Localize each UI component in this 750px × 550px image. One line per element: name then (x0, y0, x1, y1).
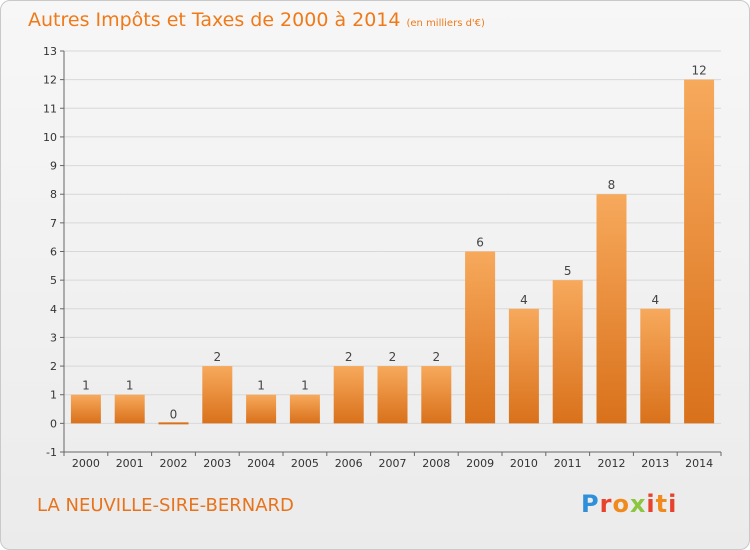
logo-letter: o (612, 490, 630, 518)
x-tick-label: 2002 (160, 457, 188, 470)
data-label: 4 (520, 293, 528, 307)
bar (202, 366, 233, 424)
data-label: 4 (651, 293, 659, 307)
chart-title-text: Autres Impôts et Taxes de 2000 à 2014 (28, 9, 401, 31)
proxiti-logo: Proxiti (581, 490, 677, 518)
bars (70, 79, 715, 425)
logo-letter: i (646, 490, 656, 518)
data-label: 1 (257, 379, 265, 393)
x-tick-label: 2000 (72, 457, 100, 470)
bar (333, 366, 364, 424)
x-tick-label: 2009 (466, 457, 494, 470)
x-tick-label: 2012 (598, 457, 626, 470)
logo-letter: i (668, 490, 678, 518)
logo-letter: r (599, 490, 613, 518)
x-tick-label: 2001 (116, 457, 144, 470)
x-tick-label: 2008 (422, 457, 450, 470)
y-tick-label: 7 (50, 217, 57, 230)
y-tick-label: -1 (46, 446, 57, 459)
x-tick-label: 2007 (379, 457, 407, 470)
x-tick-label: 2013 (641, 457, 669, 470)
bar (246, 394, 277, 424)
data-label: 2 (345, 350, 353, 364)
y-tick-label: 10 (43, 131, 57, 144)
bar (508, 308, 539, 424)
data-label: 0 (170, 407, 178, 421)
y-tick-label: 6 (50, 246, 57, 259)
y-tick-label: 8 (50, 188, 57, 201)
data-label: 5 (564, 264, 572, 278)
y-tick-label: 0 (50, 417, 57, 430)
y-tick-label: 11 (43, 102, 57, 115)
logo-letter: x (629, 490, 647, 518)
commune-name: LA NEUVILLE-SIRE-BERNARD (37, 495, 294, 516)
y-tick-label: 1 (50, 389, 57, 402)
bar (596, 194, 627, 424)
y-tick-label: 4 (50, 303, 57, 316)
data-label: 6 (476, 236, 484, 250)
chart-title: Autres Impôts et Taxes de 2000 à 2014 (en… (28, 9, 485, 31)
y-tick-label: 13 (43, 45, 57, 58)
bar (465, 251, 496, 424)
bar (421, 366, 452, 424)
bar (158, 422, 189, 425)
x-tick-label: 2011 (554, 457, 582, 470)
data-label: 2 (389, 350, 397, 364)
y-tick-label: 2 (50, 360, 57, 373)
y-tick-label: 12 (43, 74, 57, 87)
y-tick-label: 3 (50, 331, 57, 344)
data-label: 1 (82, 379, 90, 393)
data-label: 2 (213, 350, 221, 364)
data-label: 8 (608, 178, 616, 192)
bar (552, 280, 583, 424)
x-tick-label: 2014 (685, 457, 713, 470)
data-label: 1 (126, 379, 134, 393)
logo-letter: P (581, 490, 600, 518)
y-tick-label: 5 (50, 274, 57, 287)
bar (377, 366, 408, 424)
x-tick-label: 2010 (510, 457, 538, 470)
bar (684, 79, 715, 424)
bar (70, 394, 101, 424)
data-label: 2 (432, 350, 440, 364)
bar (640, 308, 671, 424)
bar (289, 394, 320, 424)
x-tick-label: 2003 (203, 457, 231, 470)
y-tick-label: 9 (50, 160, 57, 173)
chart-subtitle: (en milliers d'€) (406, 18, 485, 29)
x-tick-label: 2004 (247, 457, 275, 470)
data-label: 12 (691, 64, 706, 78)
data-label: 1 (301, 379, 309, 393)
x-tick-label: 2006 (335, 457, 363, 470)
bar (114, 394, 145, 424)
x-tick-label: 2005 (291, 457, 319, 470)
logo-letter: t (655, 490, 669, 518)
